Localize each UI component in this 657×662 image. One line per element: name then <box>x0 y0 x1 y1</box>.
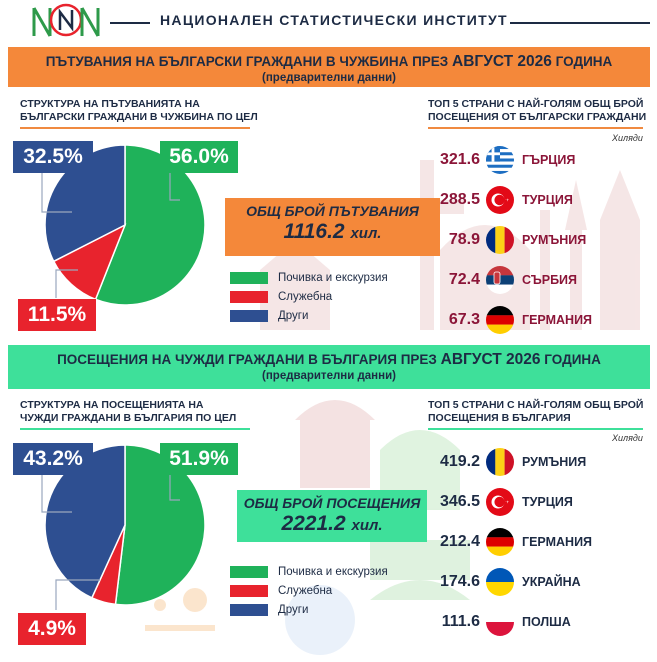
top5-row: 212.4 ГЕРМАНИЯ <box>430 527 630 557</box>
greece-flag-icon <box>486 146 514 174</box>
ukraine-flag-icon <box>486 568 514 596</box>
section2-pct-business: 4.9% <box>18 613 86 645</box>
romania-flag-icon <box>486 448 514 476</box>
serbia-flag-icon <box>486 266 514 294</box>
legend-swatch-blue <box>230 309 268 322</box>
section2-top-title-underline <box>428 428 643 430</box>
section1-total-value: 1116.2 хил. <box>283 220 382 243</box>
top5-row: 78.9 РУМЪНИЯ <box>430 225 630 255</box>
legend-item-business: Служебна <box>230 287 388 306</box>
legend-item-leisure: Почивка и екскурзия <box>230 268 388 287</box>
legend-item-other: Други <box>230 306 388 325</box>
section2-title: ПОСЕЩЕНИЯ НА ЧУЖДИ ГРАЖДАНИ В БЪЛГАРИЯ П… <box>57 351 601 368</box>
section1-pct-leisure: 56.0% <box>160 141 238 173</box>
section2-legend: Почивка и екскурзия Служебна Други <box>230 562 388 619</box>
top5-value: 72.4 <box>448 271 480 288</box>
nsi-logo <box>32 3 100 37</box>
top5-row: 321.6 ГЪРЦИЯ <box>430 145 630 175</box>
section2-total-box: ОБЩ БРОЙ ПОСЕЩЕНИЯ 2221.2 хил. <box>237 490 427 542</box>
section2-total-value: 2221.2 хил. <box>281 512 383 535</box>
legend-item-business: Служебна <box>230 581 388 600</box>
legend-item-other: Други <box>230 600 388 619</box>
section1-top-title-underline <box>428 127 643 129</box>
section2-banner: ПОСЕЩЕНИЯ НА ЧУЖДИ ГРАЖДАНИ В БЪЛГАРИЯ П… <box>8 345 650 389</box>
germany-flag-icon <box>486 528 514 556</box>
section2-pie-title: СТРУКТУРА НА ПОСЕЩЕНИЯТА НА ЧУЖДИ ГРАЖДА… <box>20 399 237 424</box>
section2-top-title: ТОП 5 СТРАНИ С НАЙ-ГОЛЯМ ОБЩ БРОЙ ПОСЕЩЕ… <box>428 399 644 424</box>
top5-value: 212.4 <box>439 533 480 550</box>
section1-title: ПЪТУВАНИЯ НА БЪЛГАРСКИ ГРАЖДАНИ В ЧУЖБИН… <box>45 53 613 70</box>
top5-row: 419.2 РУМЪНИЯ <box>430 447 630 477</box>
top5-value: 419.2 <box>439 453 480 470</box>
section2-subtitle: (предварителни данни) <box>262 370 396 382</box>
legend-swatch-red <box>230 584 268 597</box>
poland-flag-icon <box>486 608 514 636</box>
section2-pct-leisure: 51.9% <box>160 443 238 475</box>
turkey-flag-icon <box>486 488 514 516</box>
top5-row: 72.4 СЪРБИЯ <box>430 265 630 295</box>
germany-flag-icon <box>486 306 514 334</box>
top5-row: 346.5 ТУРЦИЯ <box>430 487 630 517</box>
pie-slice-leisure <box>114 444 206 606</box>
top5-row: 111.6 ПОЛША <box>430 607 630 637</box>
section1-pie-title: СТРУКТУРА НА ПЪТУВАНИЯТА НА БЪЛГАРСКИ ГР… <box>20 98 258 123</box>
top5-country: СЪРБИЯ <box>522 273 578 287</box>
top5-country: ТУРЦИЯ <box>522 495 573 509</box>
top5-value: 346.5 <box>439 493 480 510</box>
institute-name: НАЦИОНАЛЕН СТАТИСТИЧЕСКИ ИНСТИТУТ <box>160 12 508 28</box>
top5-value: 111.6 <box>441 613 480 630</box>
section1-unit-note: Хиляди <box>612 133 643 143</box>
top5-value: 174.6 <box>439 573 480 590</box>
section1-pie-title-underline <box>20 127 250 129</box>
section1-total-label: ОБЩ БРОЙ ПЪТУВАНИЯ <box>246 203 419 219</box>
romania-flag-icon <box>486 226 514 254</box>
section1-pct-other: 32.5% <box>13 141 93 173</box>
section1-subtitle: (предварителни данни) <box>262 72 396 84</box>
legend-item-leisure: Почивка и екскурзия <box>230 562 388 581</box>
legend-swatch-green <box>230 271 268 284</box>
top5-value: 321.6 <box>439 151 480 168</box>
top5-country: РУМЪНИЯ <box>522 233 587 247</box>
section1-top-title: ТОП 5 СТРАНИ С НАЙ-ГОЛЯМ ОБЩ БРОЙ ПОСЕЩЕ… <box>428 98 647 123</box>
section2-unit-note: Хиляди <box>612 433 643 443</box>
top5-row: 67.3 ГЕРМАНИЯ <box>430 305 630 335</box>
top5-row: 174.6 УКРАЙНА <box>430 567 630 597</box>
top5-country: ГЕРМАНИЯ <box>522 535 593 549</box>
section2-total-label: ОБЩ БРОЙ ПОСЕЩЕНИЯ <box>243 495 421 511</box>
header-divider-right <box>510 22 650 24</box>
section1-legend: Почивка и екскурзия Служебна Други <box>230 268 388 325</box>
legend-swatch-red <box>230 290 268 303</box>
section2-pct-other: 43.2% <box>13 443 93 475</box>
top5-country: ГЪРЦИЯ <box>522 153 576 167</box>
section2-pie-chart <box>44 444 206 606</box>
section1-banner: ПЪТУВАНИЯ НА БЪЛГАРСКИ ГРАЖДАНИ В ЧУЖБИН… <box>8 47 650 87</box>
legend-swatch-green <box>230 565 268 578</box>
top5-country: РУМЪНИЯ <box>522 455 587 469</box>
legend-swatch-blue <box>230 603 268 616</box>
section1-pct-business: 11.5% <box>18 299 96 331</box>
top5-country: ПОЛША <box>522 615 571 629</box>
top5-country: ТУРЦИЯ <box>522 193 573 207</box>
top5-country: УКРАЙНА <box>522 575 581 589</box>
header-divider-left <box>110 22 150 24</box>
turkey-flag-icon <box>486 186 514 214</box>
section1-total-box: ОБЩ БРОЙ ПЪТУВАНИЯ 1116.2 хил. <box>225 198 440 256</box>
top5-value: 78.9 <box>448 231 480 248</box>
top5-row: 288.5 ТУРЦИЯ <box>430 185 630 215</box>
top5-value: 67.3 <box>448 311 480 328</box>
top5-value: 288.5 <box>439 191 480 208</box>
top5-country: ГЕРМАНИЯ <box>522 313 593 327</box>
section2-pie-title-underline <box>20 428 250 430</box>
